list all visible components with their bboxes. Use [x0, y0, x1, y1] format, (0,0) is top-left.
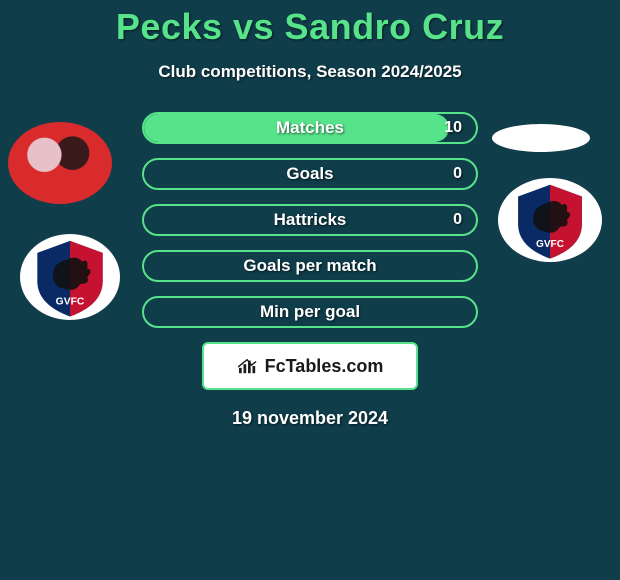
player-right-club-logo: GVFC	[498, 178, 602, 262]
stat-row-goals: Goals 0	[142, 158, 478, 190]
player-left-club-logo: GVFC	[20, 234, 120, 320]
stat-label: Hattricks	[144, 210, 476, 230]
source-badge[interactable]: FcTables.com	[202, 342, 418, 390]
gvfc-rooster-logo-icon: GVFC	[20, 234, 120, 320]
bar-chart-icon	[237, 357, 259, 375]
stat-label: Goals per match	[144, 256, 476, 276]
page-title: Pecks vs Sandro Cruz	[0, 0, 620, 48]
subtitle: Club competitions, Season 2024/2025	[0, 62, 620, 82]
source-badge-text: FcTables.com	[265, 356, 384, 377]
stat-value: 10	[444, 119, 462, 137]
date-text: 19 november 2024	[0, 408, 620, 429]
stat-row-hattricks: Hattricks 0	[142, 204, 478, 236]
svg-text:GVFC: GVFC	[56, 297, 85, 308]
gvfc-rooster-logo-icon: GVFC	[498, 178, 602, 262]
stat-label: Matches	[144, 118, 476, 138]
stat-value: 0	[453, 211, 462, 229]
stat-label: Min per goal	[144, 302, 476, 322]
stat-row-matches: Matches 10	[142, 112, 478, 144]
stat-label: Goals	[144, 164, 476, 184]
svg-text:GVFC: GVFC	[536, 239, 564, 250]
player-left-photo	[8, 122, 112, 204]
stat-value: 0	[453, 165, 462, 183]
stat-row-goals-per-match: Goals per match	[142, 250, 478, 282]
stats-container: Matches 10 Goals 0 Hattricks 0 Goals per…	[142, 112, 478, 328]
stat-row-min-per-goal: Min per goal	[142, 296, 478, 328]
player-right-photo	[492, 124, 590, 152]
